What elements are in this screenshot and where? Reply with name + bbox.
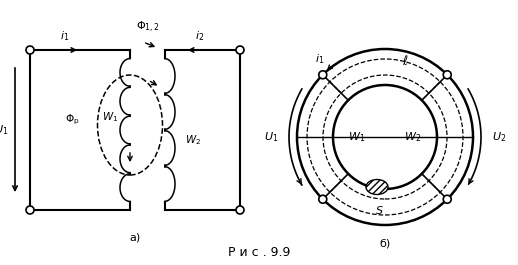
Circle shape xyxy=(443,71,451,79)
Text: $W_2$: $W_2$ xyxy=(405,130,422,144)
Circle shape xyxy=(236,206,244,214)
Text: $\Phi_\text{р}$: $\Phi_\text{р}$ xyxy=(65,113,79,127)
Text: $W_1$: $W_1$ xyxy=(102,110,118,124)
Circle shape xyxy=(443,195,451,203)
Text: $W_1$: $W_1$ xyxy=(349,130,366,144)
Text: $U_2$: $U_2$ xyxy=(492,130,506,144)
Circle shape xyxy=(26,46,34,54)
Text: $\ell$: $\ell$ xyxy=(402,54,408,68)
Text: $\Phi_{1,2}$: $\Phi_{1,2}$ xyxy=(136,20,160,35)
Circle shape xyxy=(26,206,34,214)
Text: $W_2$: $W_2$ xyxy=(185,133,201,147)
Text: б): б) xyxy=(379,238,391,248)
Text: $i_2$: $i_2$ xyxy=(195,29,205,43)
Ellipse shape xyxy=(366,179,388,195)
Circle shape xyxy=(319,195,327,203)
Text: $i_1$: $i_1$ xyxy=(60,29,69,43)
Text: Р и с . 9.9: Р и с . 9.9 xyxy=(228,246,290,259)
Text: $S$: $S$ xyxy=(375,204,383,216)
Circle shape xyxy=(236,46,244,54)
Text: а): а) xyxy=(130,232,140,242)
Text: $i_1$: $i_1$ xyxy=(315,52,324,66)
Text: $U_1$: $U_1$ xyxy=(264,130,278,144)
Text: $U_1$: $U_1$ xyxy=(0,123,8,137)
Circle shape xyxy=(319,71,327,79)
